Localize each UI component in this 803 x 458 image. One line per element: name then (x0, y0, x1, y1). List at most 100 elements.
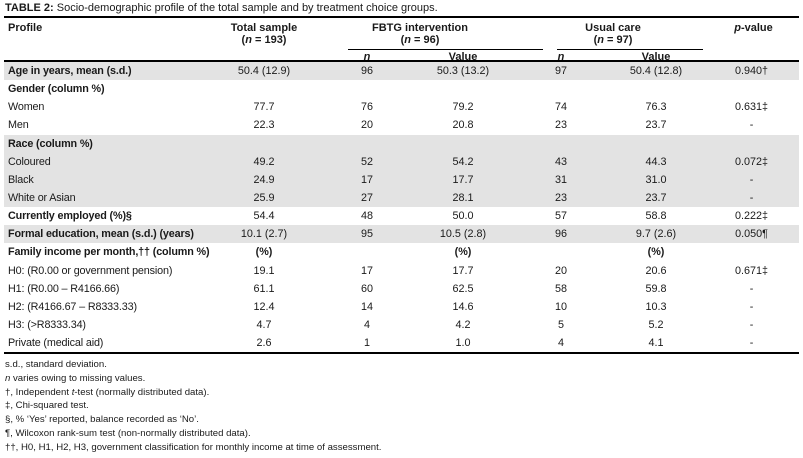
row-label: Private (medical aid) (8, 337, 104, 350)
row-label: Coloured (8, 155, 51, 168)
row-label: Family income per month,†† (column %) (8, 246, 210, 259)
footnote-n-missing: n varies owing to missing values. (5, 372, 146, 384)
cell-usual-value: 23.7 (645, 119, 667, 132)
cell-usual-n: 23 (554, 192, 567, 205)
footnote-chisq: ‡, Chi-squared test. (5, 400, 89, 412)
footnote-sd: s.d., standard deviation. (5, 359, 107, 370)
sub-header-fbtg-n: n (363, 51, 371, 63)
cell-fbtg-value: 1.0 (455, 337, 471, 350)
col-header-usual-care: Usual care (n = 97) (585, 22, 641, 46)
cell-total-sample: 50.4 (12.9) (237, 65, 291, 78)
cell-p-value: - (749, 337, 754, 350)
cell-usual-value: 9.7 (2.6) (635, 228, 677, 241)
col-header-profile: Profile (8, 22, 43, 34)
usual-care-group-underline (557, 49, 703, 50)
col-header-fbtg-intervention: FBTG intervention (n = 96) (372, 22, 468, 46)
cell-fbtg-n: 17 (360, 173, 373, 186)
cell-fbtg-n: 96 (360, 65, 373, 78)
footnote-income-classes: ††, H0, H1, H2, H3, government classific… (5, 441, 382, 453)
cell-total-sample: 25.9 (253, 192, 275, 205)
cell-p-value: 0.940† (734, 65, 769, 78)
table-body: Age in years, mean (s.d.) 50.4 (12.9) 96… (4, 62, 799, 355)
cell-fbtg-value: 54.2 (452, 155, 474, 168)
cell-usual-n: 96 (554, 228, 567, 241)
sub-header-fbtg-value: Value (448, 51, 478, 63)
cell-usual-value: 44.3 (645, 155, 667, 168)
fbtg-group-underline (348, 49, 543, 50)
cell-total-sample: 54.4 (253, 210, 275, 223)
row-label: H2: (R4166.67 – R8333.33) (8, 300, 137, 313)
cell-usual-n: 74 (554, 101, 567, 114)
cell-p-value: 0.222‡ (734, 210, 769, 223)
table-row: H3: (>R8333.34) 4.7 4 4.2 5 5.2 - (4, 316, 799, 334)
table-caption-text: Socio-demographic profile of the total s… (53, 2, 438, 14)
row-label: Gender (column %) (8, 83, 105, 96)
cell-p-value: - (749, 282, 754, 295)
cell-total-sample: 24.9 (253, 173, 275, 186)
cell-usual-value: 50.4 (12.8) (629, 65, 683, 78)
cell-fbtg-value: 20.8 (452, 119, 474, 132)
cell-fbtg-value: 79.2 (452, 101, 474, 114)
cell-usual-n: 23 (554, 119, 567, 132)
cell-total-sample: 22.3 (253, 119, 275, 132)
cell-total-sample: 4.7 (256, 319, 272, 332)
row-label: Race (column %) (8, 137, 93, 150)
row-label: Age in years, mean (s.d.) (8, 65, 132, 78)
table-caption: TABLE 2: Socio-demographic profile of th… (5, 2, 438, 15)
table-header: Profile Total sample (n = 193) FBTG inte… (4, 16, 799, 64)
cell-total-sample: (%) (255, 246, 273, 259)
cell-total-sample: 2.6 (256, 337, 272, 350)
cell-fbtg-n: 20 (360, 119, 373, 132)
cell-total-sample: 61.1 (253, 282, 275, 295)
cell-fbtg-n: 17 (360, 264, 373, 277)
cell-fbtg-value: 28.1 (452, 192, 474, 205)
footnote-wilcoxon: ¶, Wilcoxon rank-sum test (non-normally … (5, 427, 251, 439)
table-row: Family income per month,†† (column %) (%… (4, 243, 799, 261)
cell-p-value: 0.671‡ (734, 264, 769, 277)
cell-fbtg-n: 4 (363, 319, 370, 332)
cell-usual-value: 5.2 (648, 319, 664, 332)
cell-usual-n: 97 (554, 65, 567, 78)
cell-fbtg-value: (%) (454, 246, 472, 259)
cell-p-value: - (749, 300, 754, 313)
cell-p-value: - (749, 119, 754, 132)
cell-total-sample: 77.7 (253, 101, 275, 114)
cell-fbtg-n: 1 (363, 337, 370, 350)
cell-fbtg-n: 76 (360, 101, 373, 114)
cell-fbtg-n: 95 (360, 228, 373, 241)
cell-usual-value: 58.8 (645, 210, 667, 223)
cell-fbtg-value: 10.5 (2.8) (439, 228, 487, 241)
table-row: Gender (column %) (4, 80, 799, 98)
sub-header-row: n Value n Value (4, 51, 799, 64)
cell-usual-n: 5 (557, 319, 564, 332)
row-label: Currently employed (%)§ (8, 210, 132, 223)
footnote-yes-no: §, % ‘Yes’ reported, balance recorded as… (5, 414, 199, 426)
cell-usual-n: 58 (554, 282, 567, 295)
cell-p-value: 0.072‡ (734, 155, 769, 168)
cell-fbtg-n: 48 (360, 210, 373, 223)
table-row: Formal education, mean (s.d.) (years) 10… (4, 225, 799, 244)
cell-fbtg-value: 17.7 (452, 264, 474, 277)
cell-usual-value: 23.7 (645, 192, 667, 205)
table-row: H1: (R0.00 – R4166.66) 61.1 60 62.5 58 5… (4, 280, 799, 298)
cell-usual-n: 31 (554, 173, 567, 186)
cell-fbtg-n: 52 (360, 155, 373, 168)
row-label: Men (8, 119, 29, 132)
row-label: Black (8, 173, 34, 186)
cell-usual-value: 59.8 (645, 282, 667, 295)
cell-usual-n: 4 (557, 337, 564, 350)
cell-p-value: - (749, 319, 754, 332)
data-table: Profile Total sample (n = 193) FBTG inte… (4, 16, 799, 355)
cell-total-sample: 12.4 (253, 300, 275, 313)
footnote-ttest: †, Independent t-test (normally distribu… (5, 386, 210, 398)
row-label: Formal education, mean (s.d.) (years) (8, 228, 194, 241)
cell-usual-n: 10 (554, 300, 567, 313)
table-row: White or Asian 25.9 27 28.1 23 23.7 - (4, 188, 799, 208)
cell-fbtg-n: 14 (360, 300, 373, 313)
cell-usual-value: 4.1 (648, 337, 664, 350)
cell-fbtg-n: 60 (360, 282, 373, 295)
table-row: Black 24.9 17 17.7 31 31.0 - (4, 170, 799, 189)
cell-usual-n: 43 (554, 155, 567, 168)
table-row: Coloured 49.2 52 54.2 43 44.3 0.072‡ (4, 152, 799, 171)
